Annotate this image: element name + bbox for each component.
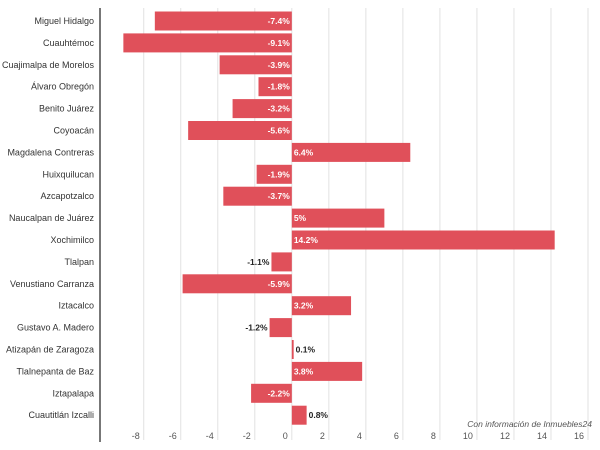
- data-label: -1.8%: [268, 82, 291, 92]
- data-label: -1.2%: [245, 323, 268, 333]
- bar: [123, 33, 292, 53]
- category-label: Xochimilco: [50, 235, 94, 245]
- bar: [291, 142, 411, 162]
- source-note: Con información de Inmuebles24: [467, 419, 592, 429]
- data-label: 14.2%: [294, 235, 319, 245]
- data-label: -9.1%: [268, 38, 291, 48]
- bar: [291, 361, 363, 381]
- data-label: 6.4%: [294, 147, 314, 157]
- x-tick-label: -6: [169, 431, 177, 441]
- bar: [271, 252, 292, 272]
- x-tick-label: 4: [357, 431, 362, 441]
- category-label: Cuautitlán Izcalli: [28, 410, 94, 420]
- x-tick-label: 14: [537, 431, 547, 441]
- category-label: Álvaro Obregón: [31, 82, 94, 92]
- data-label: 0.1%: [296, 345, 316, 355]
- data-label: -5.6%: [268, 126, 291, 136]
- x-tick-label: 10: [463, 431, 473, 441]
- bar: [291, 405, 307, 425]
- data-label: -7.4%: [268, 16, 291, 26]
- category-label: Iztapalapa: [52, 388, 94, 398]
- category-label: Naucalpan de Juárez: [9, 213, 95, 223]
- data-label: 5%: [294, 213, 307, 223]
- bar: [258, 77, 292, 97]
- category-label: Gustavo A. Madero: [17, 323, 94, 333]
- x-tick-label: 6: [394, 431, 399, 441]
- bar: [188, 121, 292, 140]
- bar: [251, 383, 292, 403]
- data-label: -1.1%: [247, 257, 270, 267]
- bar: [291, 296, 352, 316]
- bar: [232, 99, 292, 119]
- x-tick-label: -2: [243, 431, 251, 441]
- data-label: -3.2%: [268, 104, 291, 114]
- data-label: -3.9%: [268, 60, 291, 70]
- x-tick-label: 2: [320, 431, 325, 441]
- data-label: -1.9%: [268, 169, 291, 179]
- data-label: 3.2%: [294, 301, 314, 311]
- bar: [223, 186, 292, 206]
- x-tick-label: -4: [206, 431, 214, 441]
- data-label: 0.8%: [309, 410, 329, 420]
- bar: [219, 55, 292, 75]
- x-tick-label: -8: [132, 431, 140, 441]
- x-tick-label: 16: [574, 431, 584, 441]
- bar: [291, 208, 385, 228]
- category-label: Tlalnepanta de Baz: [16, 366, 94, 376]
- category-label: Azcapotzalco: [40, 191, 94, 201]
- bar: [182, 274, 292, 294]
- bar: [256, 164, 292, 184]
- category-label: Magdalena Contreras: [7, 147, 94, 157]
- data-label: -5.9%: [268, 279, 291, 289]
- data-label: -2.2%: [268, 388, 291, 398]
- bar: [154, 11, 292, 31]
- category-label: Tlalpan: [64, 257, 94, 267]
- bar: [291, 230, 555, 250]
- category-label: Cuauhtémoc: [43, 38, 95, 48]
- x-tick-label: 0: [283, 431, 288, 441]
- x-tick-label: 12: [500, 431, 510, 441]
- x-tick-label: 8: [431, 431, 436, 441]
- data-label: 3.8%: [294, 366, 314, 376]
- bar: [291, 340, 294, 359]
- bar: [269, 318, 292, 338]
- category-label: Benito Juárez: [39, 104, 95, 114]
- data-label: -3.7%: [268, 191, 291, 201]
- category-label: Huixquilucan: [42, 169, 94, 179]
- category-label: Miguel Hidalgo: [34, 16, 94, 26]
- category-label: Iztacalco: [58, 301, 94, 311]
- category-label: Venustiano Carranza: [10, 279, 94, 289]
- category-label: Atizapán de Zaragoza: [6, 345, 94, 355]
- category-label: Coyoacán: [53, 126, 94, 136]
- category-label: Cuajimalpa de Morelos: [2, 60, 95, 70]
